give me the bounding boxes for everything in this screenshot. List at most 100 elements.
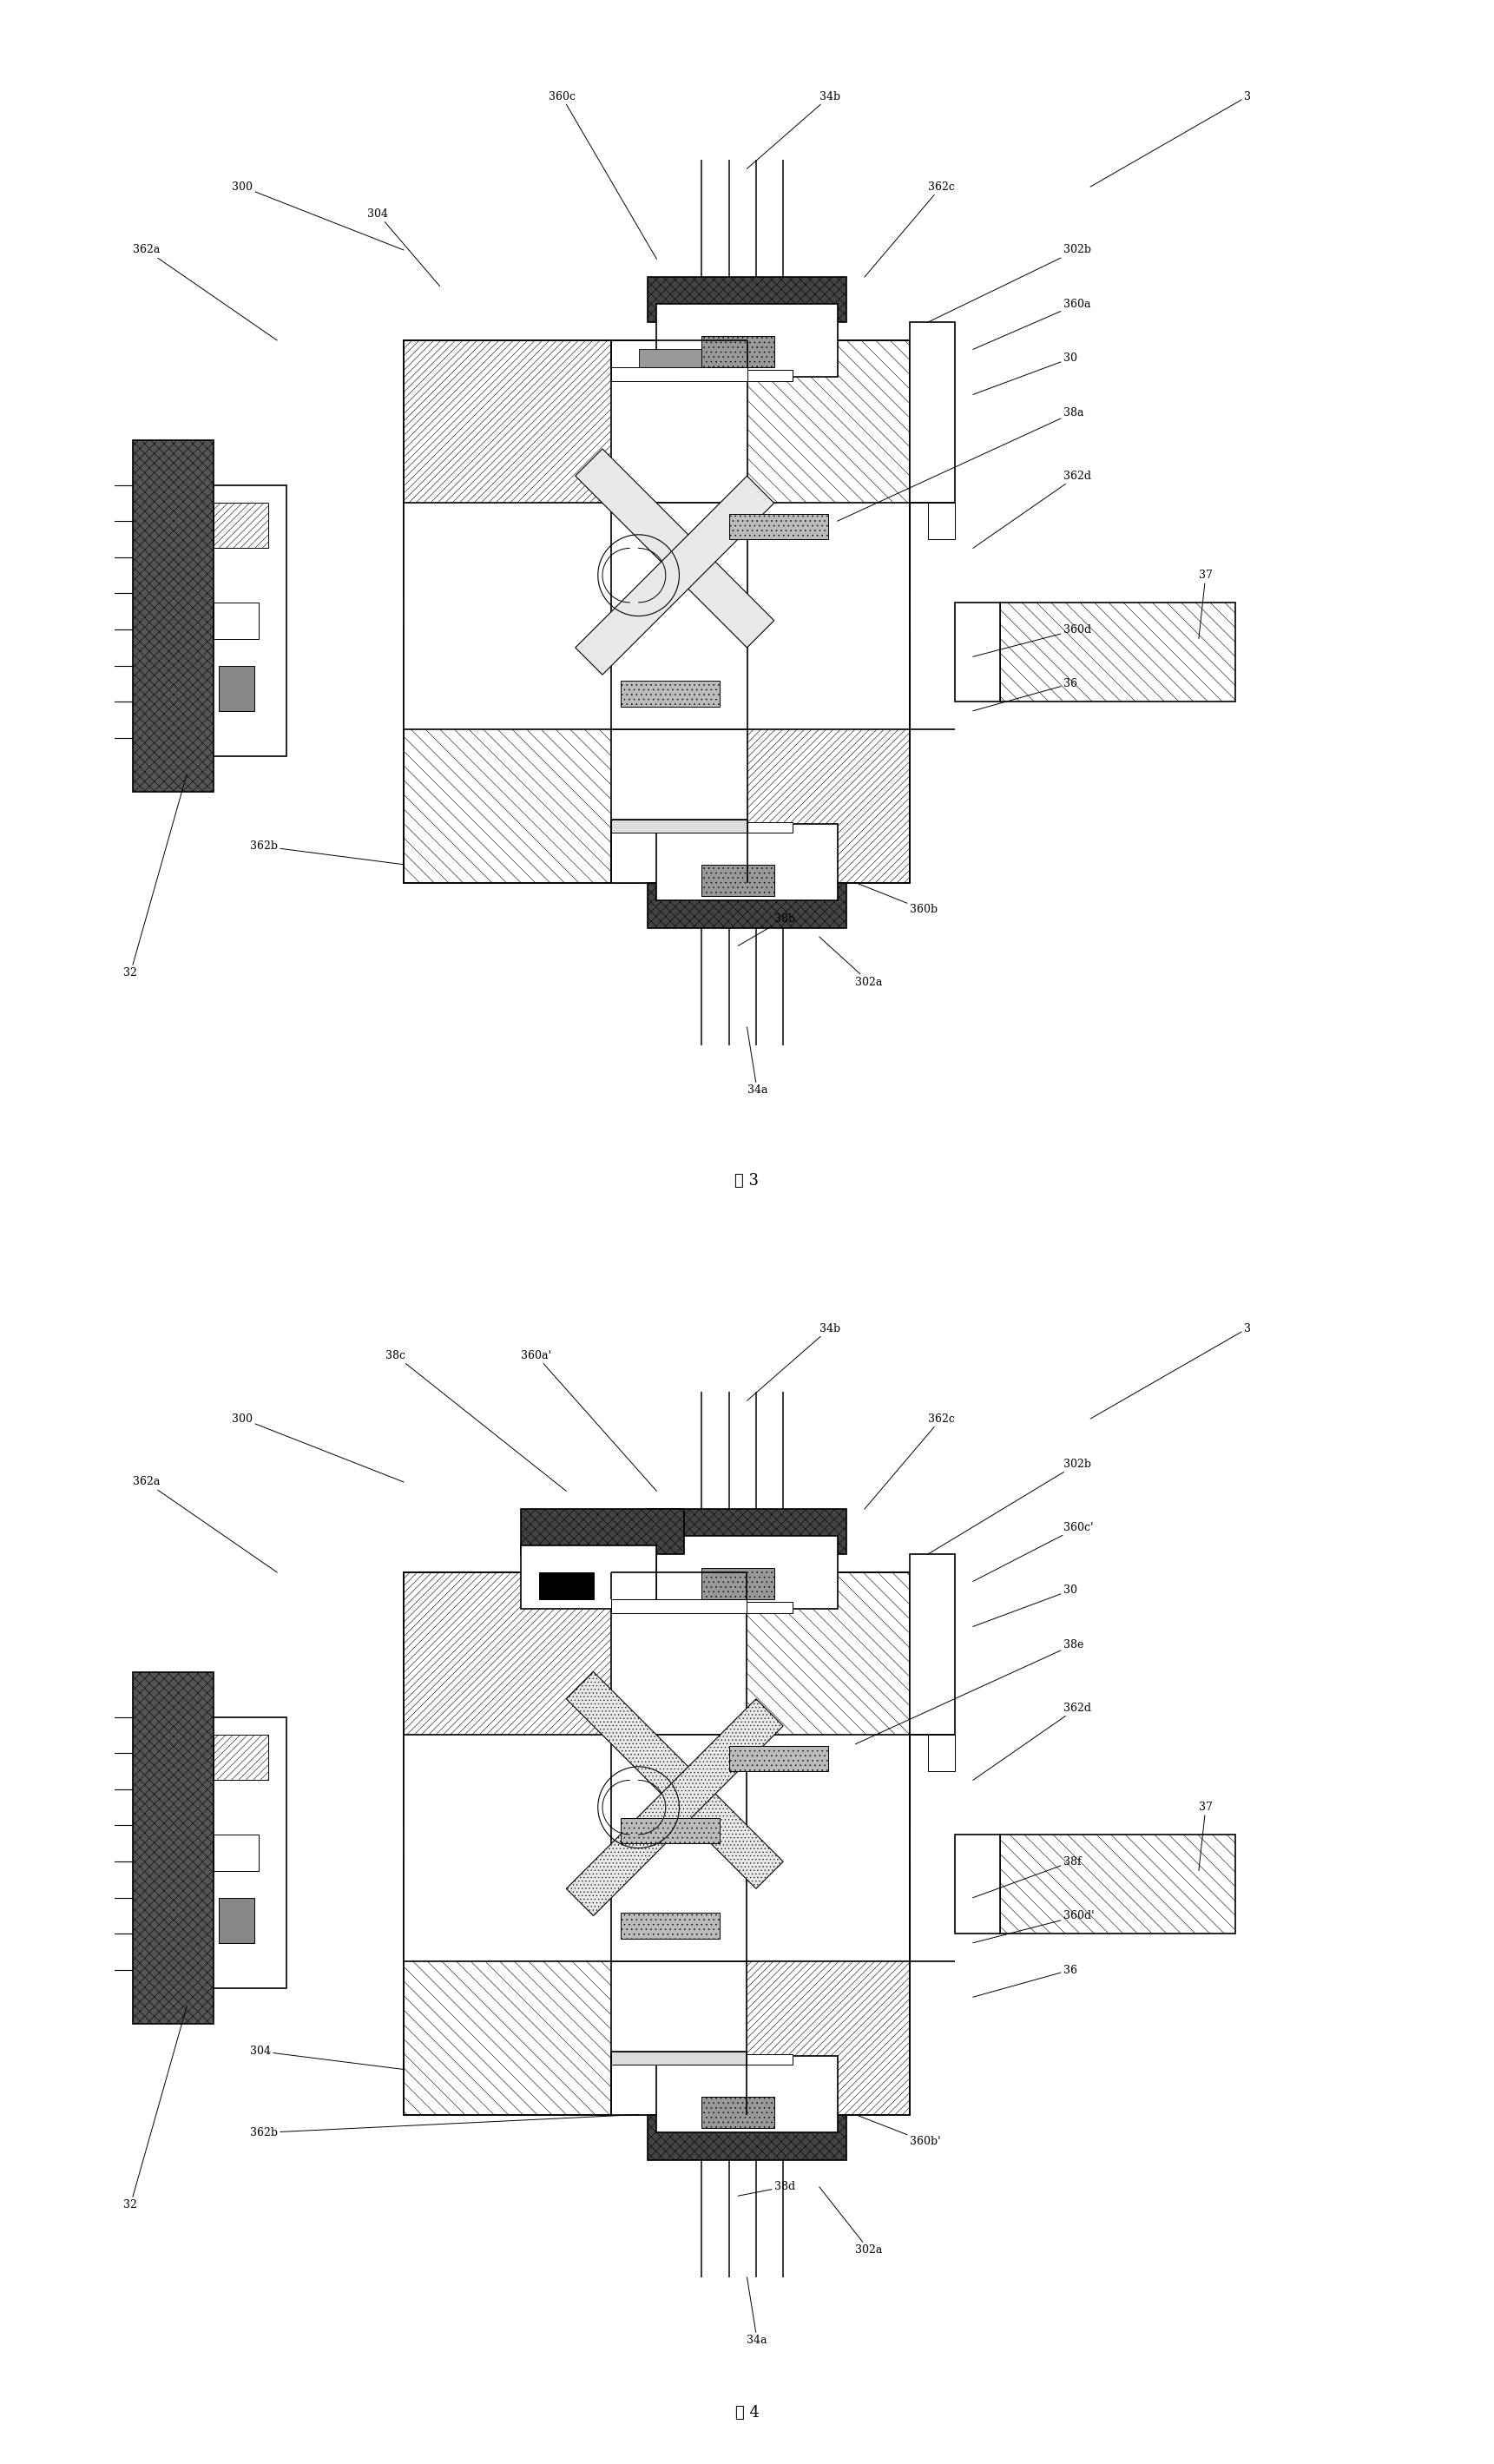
Bar	[611, 367, 747, 382]
Text: 38a: 38a	[837, 407, 1083, 520]
Text: 302b: 302b	[928, 244, 1091, 323]
Bar	[955, 1833, 999, 1934]
Bar	[403, 1572, 910, 2114]
Bar	[403, 1863, 638, 2114]
Text: 3: 3	[1091, 1323, 1250, 1419]
Text: 362a: 362a	[133, 244, 278, 340]
Text: 38c: 38c	[385, 1350, 566, 1491]
Text: 362d: 362d	[973, 471, 1091, 547]
Bar	[910, 323, 955, 503]
Text: 362c: 362c	[865, 1414, 955, 1508]
Text: 362b: 362b	[249, 840, 403, 865]
Bar	[647, 2114, 847, 2161]
Text: 34a: 34a	[747, 1027, 768, 1096]
Bar	[657, 1535, 837, 1609]
Bar	[702, 865, 774, 897]
Text: 360d: 360d	[973, 623, 1091, 658]
Bar	[675, 1572, 910, 1826]
Bar	[611, 1572, 747, 2114]
Bar	[214, 601, 258, 638]
Text: 32: 32	[124, 774, 187, 978]
Text: 38f: 38f	[973, 1855, 1082, 1897]
Bar	[729, 1747, 828, 1772]
Text: 360a': 360a'	[521, 1350, 657, 1491]
Text: 360b': 360b'	[856, 2114, 941, 2146]
Text: 30: 30	[973, 1584, 1077, 1626]
Text: 图 4: 图 4	[735, 2405, 759, 2420]
Bar	[684, 370, 792, 382]
Text: 304: 304	[368, 209, 439, 286]
Text: 360d': 360d'	[973, 1910, 1094, 1944]
Bar	[620, 1818, 720, 1843]
Bar	[403, 1735, 910, 1961]
Text: 37: 37	[1198, 569, 1213, 638]
Bar	[214, 1735, 267, 1779]
Text: 300: 300	[232, 182, 403, 249]
Bar	[675, 1863, 910, 2114]
Text: 362d: 362d	[973, 1703, 1091, 1779]
Text: 32: 32	[124, 2006, 187, 2210]
Bar	[647, 276, 847, 323]
Bar	[657, 303, 837, 377]
Bar	[620, 1912, 720, 1939]
Bar	[218, 1897, 254, 1944]
Bar	[999, 1833, 1236, 1934]
Text: 3: 3	[1091, 91, 1250, 187]
Bar	[702, 1567, 774, 1599]
Bar	[675, 340, 910, 594]
Bar	[647, 882, 847, 929]
Bar	[133, 1671, 214, 2025]
Text: 302b: 302b	[928, 1459, 1091, 1555]
Bar	[521, 1508, 684, 1555]
Text: 30: 30	[973, 352, 1077, 394]
Text: 34b: 34b	[747, 1323, 840, 1400]
Bar	[611, 821, 747, 833]
Text: 362a: 362a	[133, 1476, 278, 1572]
Text: 360a: 360a	[973, 298, 1091, 350]
Text: 38e: 38e	[856, 1639, 1083, 1745]
Bar	[403, 1572, 638, 1826]
Text: 302a: 302a	[819, 2188, 883, 2255]
Bar	[403, 340, 638, 594]
Bar	[403, 631, 638, 882]
Text: 300: 300	[232, 1414, 403, 1481]
Bar	[910, 1555, 955, 1735]
Text: 36: 36	[973, 1964, 1077, 1998]
Polygon shape	[566, 1698, 783, 1917]
Bar	[133, 439, 214, 793]
Bar	[657, 2055, 837, 2134]
Bar	[675, 631, 910, 882]
Text: 360b: 360b	[856, 882, 938, 914]
Bar	[214, 1717, 287, 1988]
Bar	[620, 680, 720, 707]
Text: 36: 36	[973, 678, 1077, 712]
Bar	[403, 340, 910, 882]
Bar	[684, 823, 792, 833]
Bar	[955, 601, 999, 702]
Bar	[611, 1599, 747, 1614]
Text: 362c: 362c	[865, 182, 955, 276]
Polygon shape	[566, 1671, 783, 1890]
Polygon shape	[575, 476, 774, 675]
Text: 38b: 38b	[738, 914, 795, 946]
Bar	[214, 503, 267, 547]
Bar	[521, 1545, 657, 1609]
Bar	[214, 1833, 258, 1870]
Text: 38d: 38d	[738, 2181, 795, 2195]
Bar	[702, 335, 774, 367]
Bar	[684, 1602, 792, 1614]
Bar	[611, 503, 747, 729]
Bar	[657, 823, 837, 902]
Text: 37: 37	[1198, 1801, 1213, 1870]
Text: 360c: 360c	[548, 91, 657, 259]
Bar	[928, 1735, 955, 1772]
Text: 304: 304	[249, 2045, 403, 2070]
Bar	[611, 340, 747, 882]
Text: 360c': 360c'	[973, 1523, 1094, 1582]
Bar	[218, 665, 254, 712]
Bar	[647, 1508, 847, 1555]
Bar	[999, 601, 1236, 702]
Text: 302a: 302a	[819, 936, 883, 988]
Bar	[539, 1572, 593, 1599]
Text: 362b: 362b	[249, 2114, 638, 2139]
